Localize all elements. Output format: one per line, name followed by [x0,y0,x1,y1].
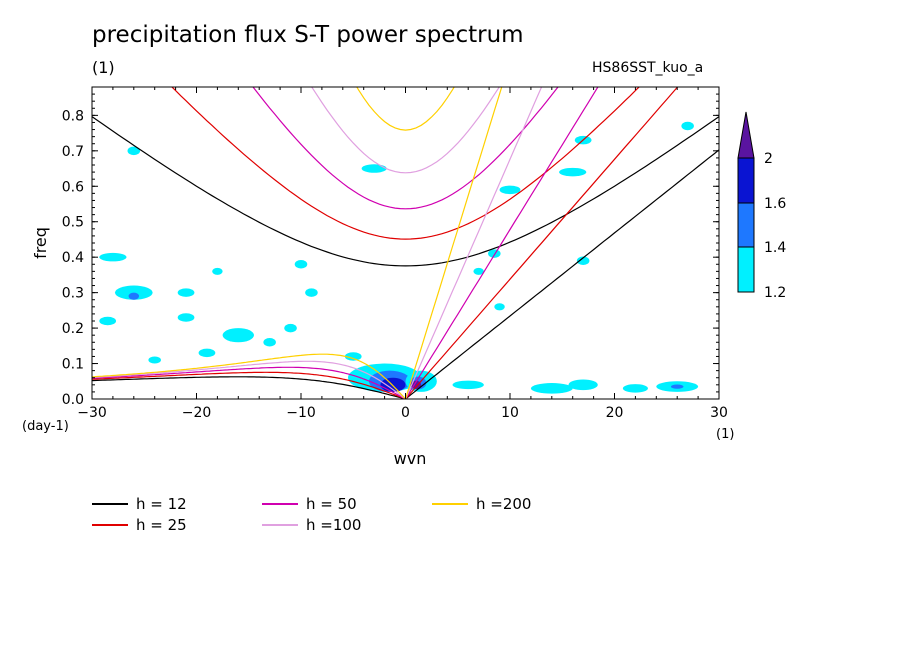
dispersion-curve-25-ig [171,87,640,240]
y-tick-label: 0.3 [62,286,84,302]
x-unit-label: (1) [716,427,734,442]
colorbar-triangle [737,111,755,159]
colorbar-box [737,157,755,204]
dispersion-curve-12-kelvin [405,149,719,399]
contour-patch [114,285,153,300]
x-tick-label: −20 [182,405,212,421]
contour-patch [488,249,501,258]
legend-swatch [92,503,128,505]
y-tick-label: 0.4 [62,250,84,266]
dispersion-curve-12-rossby [92,376,406,399]
contour-patch [344,352,362,361]
legend-label: h =100 [306,516,362,534]
colorbar-box [737,246,755,293]
contour-patch [530,383,573,394]
dispersion-curve-200-ig [356,87,455,131]
legend-label: h =200 [476,495,532,513]
dispersion-curve-12-ig [92,116,719,267]
contour-patch [127,146,141,156]
dispersion-curve-25-rossby [92,371,406,399]
dispersion-curve-100-rossby [92,360,406,399]
contour-patch [99,252,127,262]
x-tick-label: 0 [401,405,410,421]
contour-patch [380,377,406,392]
colorbar-label: 1.2 [764,285,786,301]
contour-patch [452,380,484,390]
x-tick-label: −30 [77,405,107,421]
colorbar-box [737,202,755,248]
dispersion-curve-200-kelvin [404,87,503,399]
contour-patch [212,267,223,275]
contour-patch [177,288,195,297]
contour-patch [670,384,684,389]
x-tick-label: 10 [501,405,519,421]
y-tick-label: 0.6 [62,179,84,195]
contour-patch [499,185,521,195]
y-axis-label: freq [31,227,50,259]
contour-patch [681,121,694,131]
y-unit-label: (day-1) [22,419,69,434]
colorbar-label: 2 [764,151,773,167]
contour-patch [99,316,117,326]
legend-swatch [432,503,468,505]
x-axis-label: wvn [394,449,427,468]
dispersion-curve-100-kelvin [404,87,543,399]
x-tick-label: −10 [286,405,316,421]
dispersion-curve-200-rossby [92,353,406,399]
legend-label: h = 12 [136,495,187,513]
contour-patch [622,384,648,393]
contour-patch [128,292,140,300]
dispersion-curve-50-rossby [92,366,406,399]
legend-swatch [262,524,298,526]
contour-patch [494,303,505,311]
contour-patch [576,256,590,265]
legend-label: h = 50 [306,495,357,513]
contour-patch [361,164,387,173]
chart-title: precipitation flux S-T power spectrum [92,22,524,48]
chart-units-label: (1) [92,58,115,77]
y-tick-label: 0.5 [62,215,84,231]
contour-patch [284,323,297,333]
plot-frame [91,86,720,400]
colorbar-label: 1.4 [764,240,786,256]
contour-patch [473,267,484,275]
dispersion-curve-50-kelvin [404,87,599,399]
y-tick-label: 0.2 [62,321,84,337]
legend-label: h = 25 [136,516,187,534]
contour-patch [177,313,195,322]
y-tick-label: 0.0 [62,392,84,408]
contour-patch [559,167,587,177]
run-name-label: HS86SST_kuo_a [592,60,704,76]
dispersion-curve-100-ig [311,87,500,174]
contour-patch [148,356,161,364]
colorbar-label: 1.6 [764,196,786,212]
y-tick-label: 0.7 [62,144,84,160]
y-tick-label: 0.8 [62,108,84,124]
x-tick-label: 20 [606,405,624,421]
legend-swatch [262,503,298,505]
legend-swatch [92,524,128,526]
y-tick-label: 0.1 [62,357,84,373]
contour-patch [294,260,308,269]
dispersion-curve-50-ig [252,87,559,210]
dispersion-curve-25-kelvin [405,87,679,399]
contour-patch [198,348,216,358]
contour-patch [222,328,254,343]
contour-patch [263,338,276,347]
contour-patch [305,288,318,297]
contour-patch [568,379,598,391]
x-tick-label: 30 [710,405,728,421]
